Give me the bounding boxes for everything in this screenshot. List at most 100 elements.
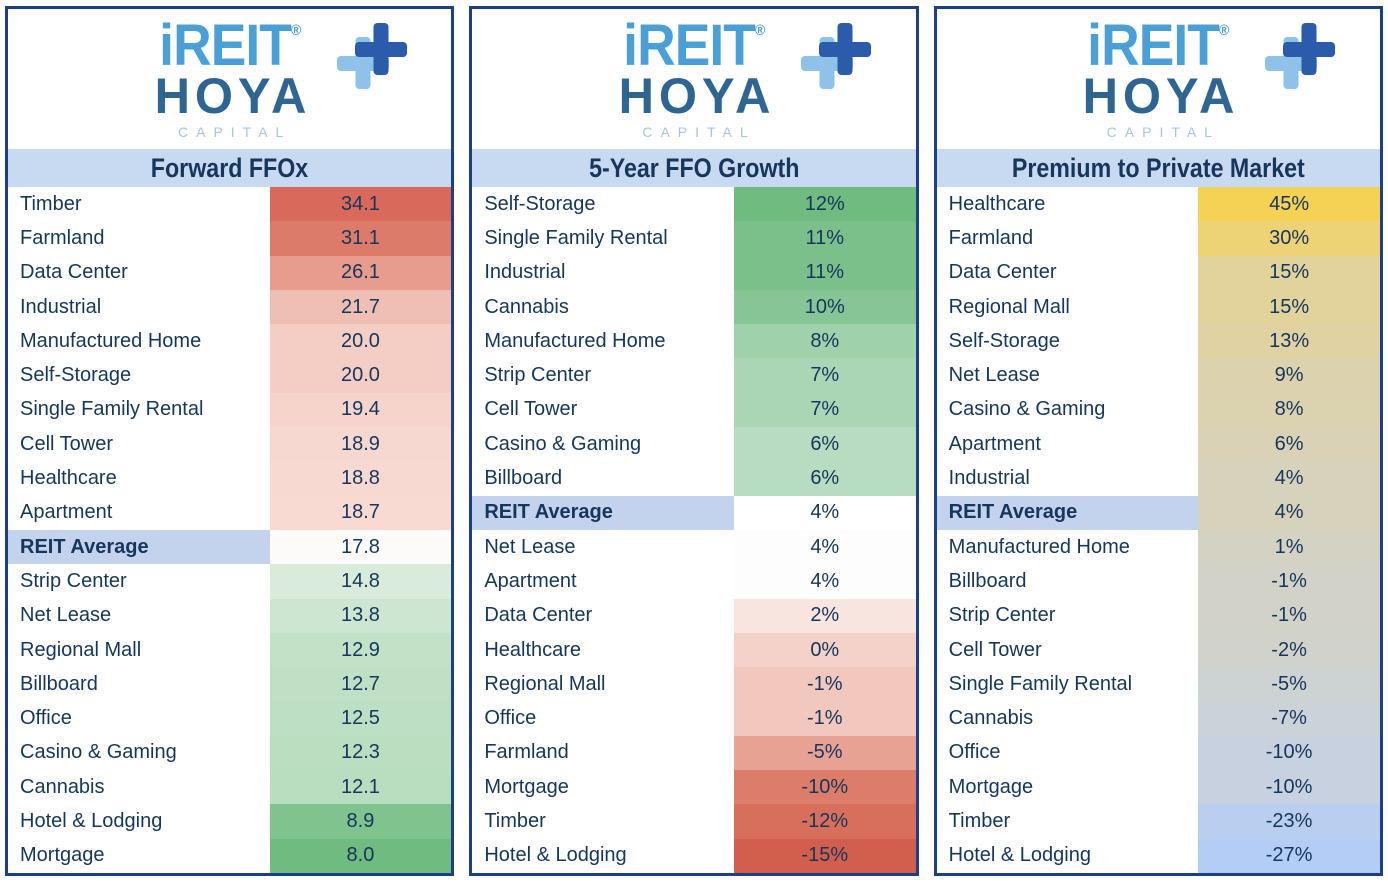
sector-label: Casino & Gaming — [20, 741, 177, 764]
plus-cross-icon — [335, 20, 409, 99]
ireit-hoya-logo: iREIT® HOYA CAPITAL — [1053, 13, 1336, 140]
ireit-hoya-logo: iREIT® HOYA CAPITAL — [125, 13, 407, 140]
table-row: Single Family Rental -5% — [937, 667, 1380, 702]
table-row: Mortgage -10% — [937, 770, 1380, 805]
table-row: Healthcare 45% — [937, 187, 1380, 222]
value-cell: 12.3 — [269, 735, 452, 771]
table-row: Regional Mall -1% — [472, 667, 916, 702]
sector-label: Industrial — [20, 295, 102, 318]
value-cell: 4% — [733, 495, 916, 530]
value-cell: 31.1 — [269, 221, 452, 256]
value-cell: -10% — [1198, 735, 1380, 771]
value-cell: 8.9 — [269, 804, 452, 839]
sector-label: Strip Center — [20, 569, 127, 592]
value-cell: 7% — [733, 358, 916, 393]
table-row: Manufactured Home 20.0 — [8, 324, 452, 359]
value-cell: 8.0 — [269, 838, 452, 873]
sector-label: Healthcare — [948, 192, 1046, 215]
value-cell: -23% — [1198, 804, 1380, 839]
sector-label: Strip Center — [948, 604, 1056, 627]
table-row: Office -10% — [937, 735, 1380, 771]
value-cell: -1% — [1198, 564, 1380, 599]
value-cell: -10% — [733, 770, 916, 805]
value-cell: -5% — [1198, 667, 1380, 702]
table-row: Healthcare 0% — [472, 632, 916, 668]
table-row: Strip Center 14.8 — [8, 564, 452, 599]
table-row: Apartment 4% — [472, 564, 916, 599]
value-cell: 13% — [1198, 324, 1380, 359]
value-cell: 0% — [733, 632, 916, 668]
value-cell: -1% — [733, 667, 916, 702]
table-row: Casino & Gaming 12.3 — [8, 735, 452, 771]
table-row: Billboard 6% — [472, 461, 916, 496]
registered-mark: ® — [754, 22, 765, 40]
sector-label: Timber — [20, 192, 82, 215]
table-row: Office 12.5 — [8, 701, 452, 736]
sector-label: Mortgage — [484, 775, 569, 798]
value-cell: 4% — [1198, 461, 1380, 496]
table-body: Timber 34.1 Farmland 31.1 Data Center 26.1 Ind… — [8, 187, 452, 873]
registered-mark: ® — [1219, 22, 1230, 40]
value-cell: 7% — [733, 392, 916, 428]
sector-label: Hotel & Lodging — [484, 844, 627, 867]
table-row: Cell Tower 18.9 — [8, 427, 452, 462]
table-row: Timber -23% — [937, 804, 1380, 839]
sector-label: Timber — [948, 809, 1011, 832]
sector-label: Manufactured Home — [484, 329, 666, 352]
sector-label: REIT Average — [472, 495, 734, 530]
logo-area: iREIT® HOYA CAPITAL — [472, 9, 915, 149]
sector-label: Billboard — [20, 672, 98, 695]
value-cell: 6% — [733, 461, 916, 496]
table-row: Regional Mall 15% — [937, 289, 1380, 325]
value-cell: 15% — [1198, 289, 1380, 325]
table-row: Cannabis 12.1 — [8, 770, 452, 805]
table-row: Net Lease 13.8 — [8, 598, 452, 633]
sector-label: Cannabis — [484, 295, 569, 318]
table-row: Single Family Rental 19.4 — [8, 392, 452, 428]
sector-label: Industrial — [948, 467, 1030, 490]
value-cell: 6% — [733, 427, 916, 462]
table-row: Casino & Gaming 8% — [937, 392, 1380, 428]
table-row: Timber -12% — [472, 804, 916, 839]
sector-label: Cell Tower — [948, 638, 1042, 661]
table-row: Office -1% — [472, 701, 916, 736]
value-cell: 11% — [733, 221, 916, 256]
sector-label: Hotel & Lodging — [948, 844, 1091, 867]
sector-label: Cell Tower — [20, 432, 113, 455]
logo-hoya-text: HOYA — [154, 68, 311, 125]
table-row: Farmland 30% — [937, 221, 1380, 256]
table-row: Net Lease 9% — [937, 358, 1380, 393]
panel-forward-ffox: iREIT® HOYA CAPITAL Forward FFOx Timber 3… — [5, 6, 455, 876]
sector-label: REIT Average — [936, 495, 1199, 530]
table-row: Self-Storage 13% — [937, 324, 1380, 359]
sector-label: Healthcare — [484, 638, 582, 661]
plus-cross-icon — [1263, 20, 1337, 99]
sector-label: Net Lease — [948, 364, 1040, 387]
value-cell: -15% — [733, 838, 916, 873]
sector-label: Self-Storage — [484, 192, 596, 215]
panel-title: Premium to Private Market — [1011, 152, 1305, 183]
value-cell: 21.7 — [269, 289, 452, 325]
table-row: Net Lease 4% — [472, 529, 916, 565]
table-row: Hotel & Lodging 8.9 — [8, 804, 452, 839]
table-row: Industrial 21.7 — [8, 289, 452, 325]
value-cell: 8% — [1198, 392, 1380, 428]
logo-hoya-text: HOYA — [1082, 68, 1240, 125]
value-cell: -2% — [1198, 632, 1380, 668]
table-row: REIT Average 17.8 — [8, 529, 452, 565]
sector-label: Self-Storage — [948, 329, 1060, 352]
sector-label: Office — [948, 741, 1001, 764]
table-row: REIT Average 4% — [936, 495, 1380, 530]
logo-ireit-text: iREIT® — [158, 13, 301, 79]
logo-ireit-text: iREIT® — [623, 13, 765, 79]
table-row: Strip Center 7% — [472, 358, 916, 393]
logo-ireit-text: iREIT® — [1087, 13, 1230, 79]
table-body: Healthcare 45% Farmland 30% Data Center 15% Re… — [936, 187, 1380, 873]
table-row: Regional Mall 12.9 — [8, 632, 452, 668]
logo-area: iREIT® HOYA CAPITAL — [8, 9, 451, 149]
table-row: Timber 34.1 — [8, 187, 452, 222]
value-cell: 14.8 — [269, 564, 452, 599]
value-cell: 12.5 — [269, 701, 452, 736]
value-cell: 12.1 — [269, 770, 452, 805]
table-row: Farmland -5% — [472, 735, 916, 771]
